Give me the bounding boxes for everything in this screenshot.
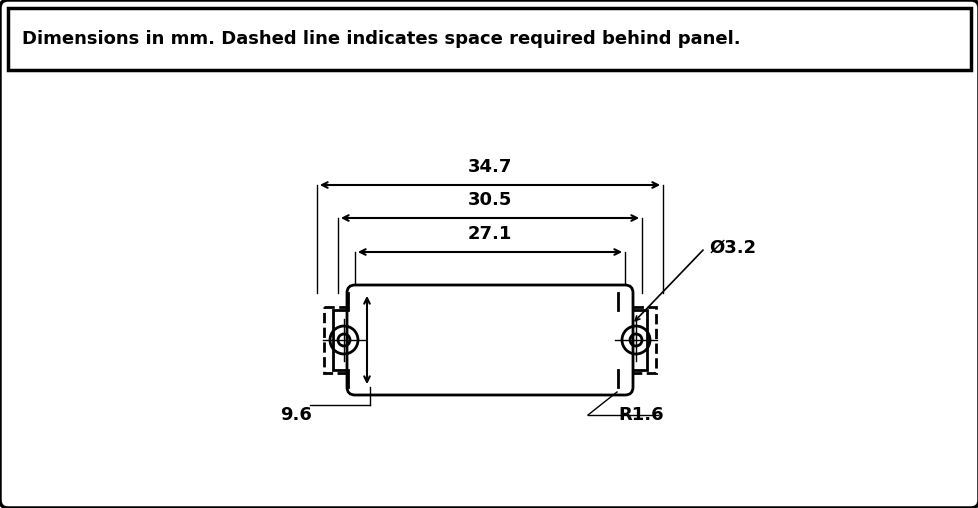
Bar (8, 8, 970, 70)
Text: R1.6: R1.6 (617, 406, 663, 424)
FancyBboxPatch shape (346, 285, 633, 395)
Bar (617, 310, 646, 370)
Text: 34.7: 34.7 (467, 158, 511, 176)
Bar (324, 307, 655, 373)
Text: 30.5: 30.5 (467, 191, 511, 209)
Text: 9.6: 9.6 (280, 406, 312, 424)
Bar (333, 310, 362, 370)
Text: 27.1: 27.1 (467, 225, 511, 243)
Text: Ø3.2: Ø3.2 (709, 239, 756, 257)
Text: Dimensions in mm. Dashed line indicates space required behind panel.: Dimensions in mm. Dashed line indicates … (22, 30, 740, 48)
